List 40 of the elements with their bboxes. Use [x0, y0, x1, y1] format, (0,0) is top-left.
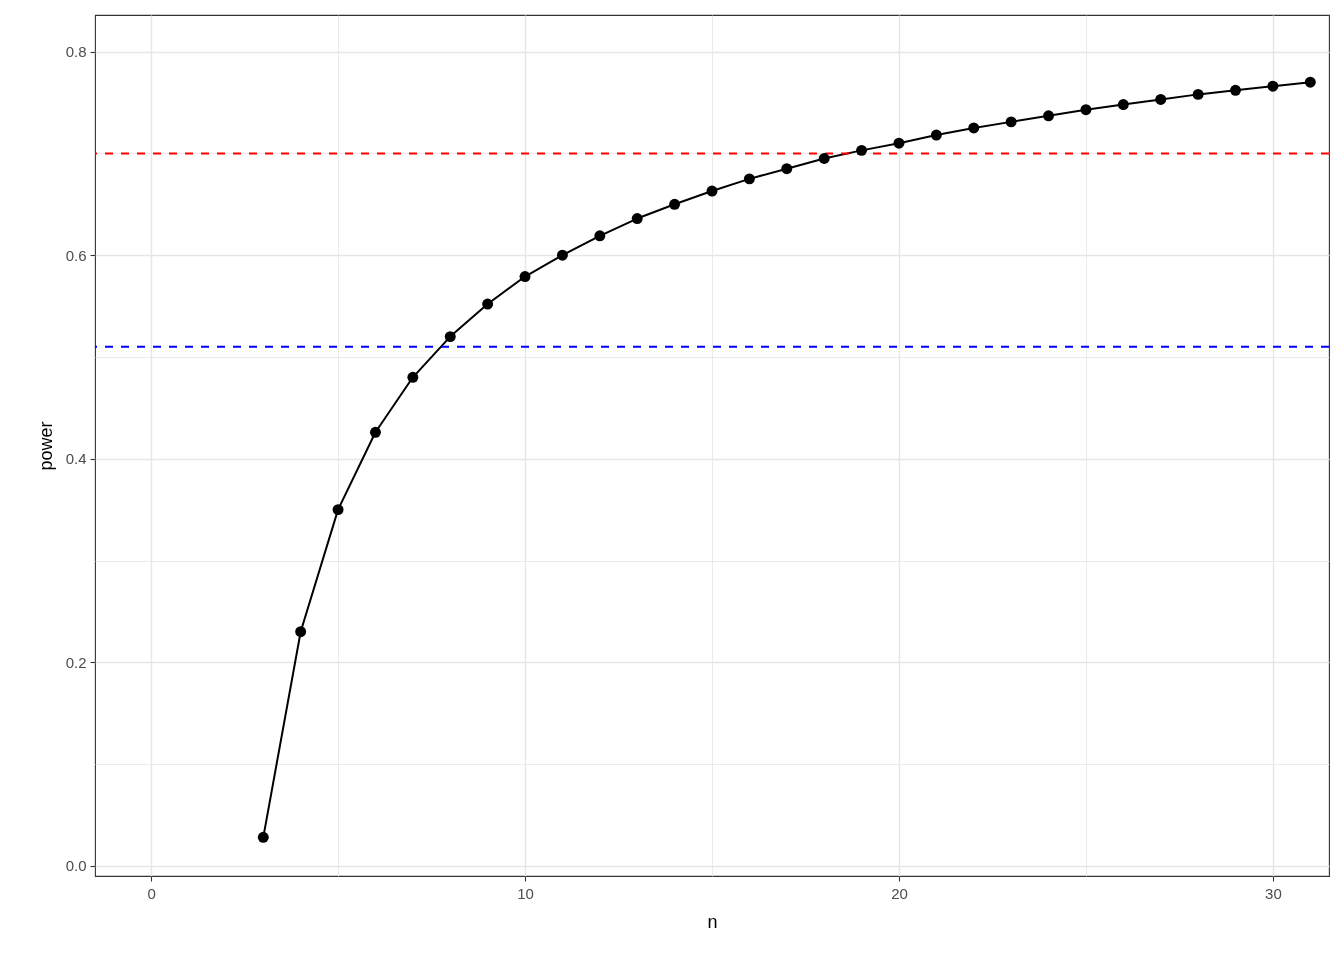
y-tick-label: 0.8: [65, 43, 87, 61]
point: [1230, 84, 1241, 96]
point: [669, 198, 681, 210]
point: [1192, 88, 1204, 100]
y-axis-title: power: [35, 421, 56, 471]
x-tick-label: 20: [891, 884, 908, 902]
point: [407, 371, 419, 383]
x-axis-title: n: [707, 911, 718, 932]
point: [930, 129, 942, 141]
point: [369, 426, 381, 438]
point: [1117, 99, 1129, 111]
point: [257, 831, 269, 843]
point: [332, 504, 344, 516]
point: [444, 331, 456, 343]
y-tick-label: 0.0: [65, 857, 87, 875]
point: [856, 144, 868, 156]
x-tick-label: 0: [147, 884, 156, 902]
y-tick-label: 0.2: [65, 653, 87, 671]
point: [594, 230, 606, 242]
point: [968, 122, 980, 134]
point: [519, 271, 531, 283]
point: [818, 153, 830, 164]
point: [556, 249, 568, 261]
point: [1043, 110, 1055, 122]
y-tick-label: 0.6: [65, 246, 87, 264]
point: [1155, 94, 1167, 105]
x-tick-label: 30: [1265, 884, 1282, 902]
x-tick-label: 10: [517, 884, 534, 902]
point: [1080, 104, 1092, 116]
y-tick-label: 0.4: [65, 450, 87, 468]
point: [1005, 116, 1017, 128]
point: [482, 298, 494, 310]
point: [295, 626, 307, 638]
point: [706, 185, 718, 197]
point: [893, 137, 905, 149]
point: [1304, 76, 1316, 88]
point: [781, 163, 793, 175]
point: [1267, 80, 1279, 92]
point: [743, 173, 755, 185]
point: [631, 213, 643, 225]
